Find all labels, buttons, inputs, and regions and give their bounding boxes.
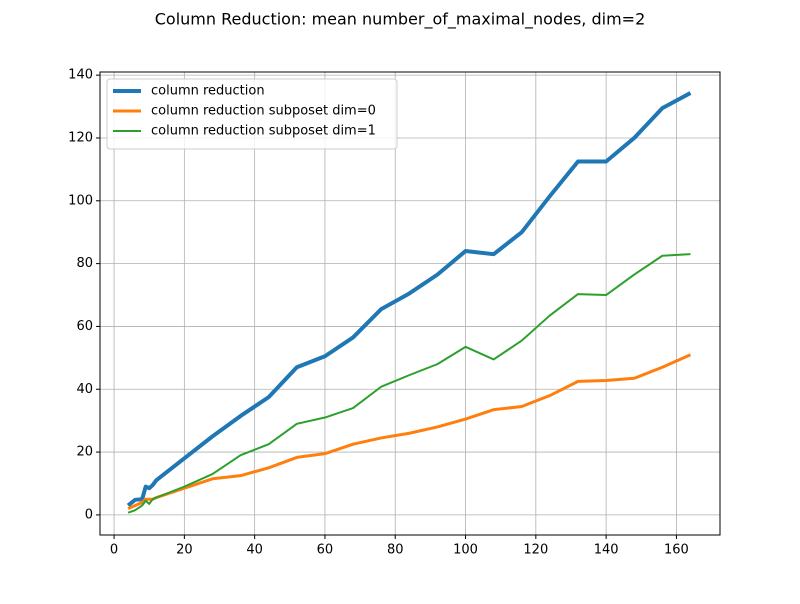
y-tick-label: 120 <box>68 130 93 145</box>
chart-title: Column Reduction: mean number_of_maximal… <box>155 10 646 30</box>
x-tick-label: 120 <box>523 543 548 558</box>
x-tick-label: 20 <box>176 543 193 558</box>
y-tick-label: 40 <box>76 382 93 397</box>
x-tick-label: 0 <box>110 543 118 558</box>
x-tick-label: 80 <box>387 543 404 558</box>
y-tick-label: 140 <box>68 68 93 83</box>
x-tick-label: 100 <box>453 543 478 558</box>
legend-label: column reduction subposet dim=1 <box>151 124 376 139</box>
x-tick-label: 160 <box>664 543 689 558</box>
y-tick-label: 80 <box>76 256 93 271</box>
x-tick-label: 60 <box>317 543 334 558</box>
y-tick-label: 60 <box>76 319 93 334</box>
x-tick-label: 140 <box>594 543 619 558</box>
x-tick-label: 40 <box>246 543 263 558</box>
legend-label: column reduction subposet dim=0 <box>151 104 376 119</box>
series-line <box>126 91 692 508</box>
plot-frame <box>99 71 721 536</box>
y-tick-label: 20 <box>76 445 93 460</box>
legend-box <box>106 78 398 150</box>
legend-label: column reduction <box>151 84 265 99</box>
y-tick-label: 0 <box>85 507 93 522</box>
series-line <box>127 353 692 510</box>
y-tick-label: 100 <box>68 193 93 208</box>
series-line <box>127 253 691 514</box>
legend: column reduction column reduction subpose… <box>106 78 398 150</box>
